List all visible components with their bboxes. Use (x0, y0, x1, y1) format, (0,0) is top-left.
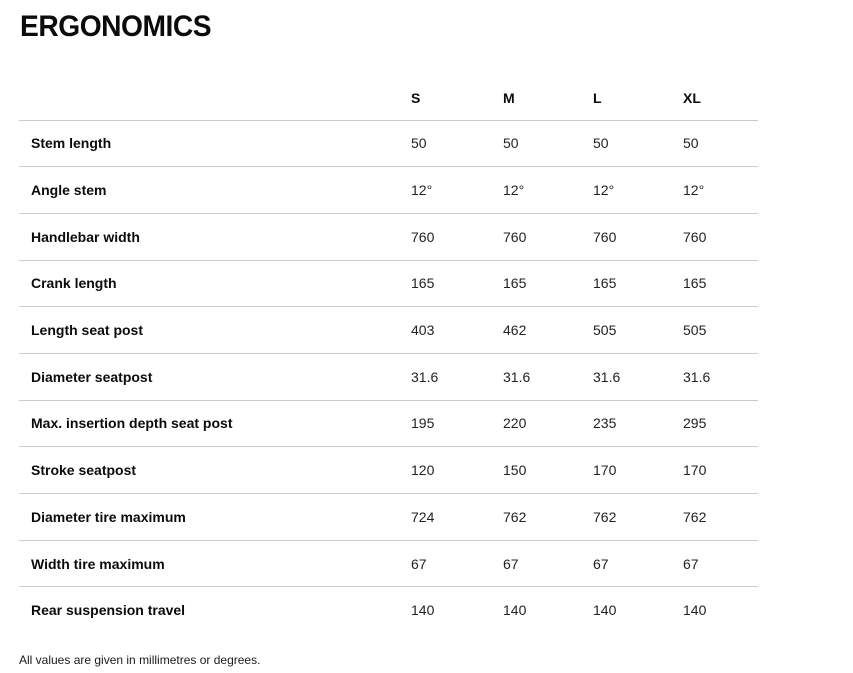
spec-value: 50 (503, 120, 593, 168)
spec-value: 462 (503, 306, 593, 354)
spec-value: 67 (411, 540, 503, 588)
spec-value: 31.6 (411, 353, 503, 401)
spec-value: 165 (411, 260, 503, 308)
spec-value: 762 (683, 493, 758, 541)
spec-label: Rear suspension travel (31, 602, 186, 619)
spec-value: 12° (593, 166, 683, 214)
table-row: Diameter tire maximum 724 762 762 762 (19, 493, 758, 541)
spec-label: Diameter tire maximum (19, 493, 411, 541)
spec-value: 67 (593, 540, 683, 588)
table-row: Crank length 165 165 165 165 (19, 260, 758, 308)
spec-value: 760 (683, 213, 758, 261)
spec-label: Angle stem (19, 166, 411, 214)
spec-label: Diameter seatpost (19, 353, 411, 401)
spec-value: 403 (411, 306, 503, 354)
spec-value: 50 (593, 120, 683, 168)
spec-value: 140 (411, 602, 435, 619)
size-column-header: M (503, 76, 593, 121)
spec-label: Max. insertion depth seat post (19, 400, 411, 448)
spec-value: 762 (503, 493, 593, 541)
spec-value: 170 (683, 446, 758, 494)
spec-value: 12° (503, 166, 593, 214)
spec-value: 50 (411, 120, 503, 168)
table-row: Rear suspension travel 140 140 140 140 (19, 587, 758, 634)
size-column-header: L (593, 76, 683, 121)
spec-value: 762 (593, 493, 683, 541)
spec-value: 120 (411, 446, 503, 494)
spec-value: 505 (593, 306, 683, 354)
size-header-row: S M L XL (19, 76, 758, 121)
spec-value: 31.6 (593, 353, 683, 401)
spec-value: 170 (593, 446, 683, 494)
table-row: Max. insertion depth seat post 195 220 235 2… (19, 400, 758, 448)
spec-label: Stroke seatpost (19, 446, 411, 494)
spec-label: Width tire maximum (19, 540, 411, 588)
spec-value: 67 (503, 540, 593, 588)
table-row: Diameter seatpost 31.6 31.6 31.6 31.6 (19, 353, 758, 401)
spec-value: 165 (503, 260, 593, 308)
spec-value: 760 (593, 213, 683, 261)
spec-value: 140 (593, 602, 617, 619)
spec-value: 724 (411, 493, 503, 541)
spec-value: 235 (593, 400, 683, 448)
size-column-header: XL (683, 76, 758, 121)
spec-label: Handlebar width (19, 213, 411, 261)
table-row: Angle stem 12° 12° 12° 12° (19, 166, 758, 214)
size-header-spacer (19, 76, 411, 121)
table-row: Length seat post 403 462 505 505 (19, 306, 758, 354)
spec-value: 12° (411, 166, 503, 214)
footnote: All values are given in millimetres or d… (19, 652, 261, 667)
table-row: Width tire maximum 67 67 67 67 (19, 540, 758, 588)
spec-value: 165 (683, 260, 758, 308)
spec-value: 165 (593, 260, 683, 308)
spec-label: Crank length (19, 260, 411, 308)
spec-value: 220 (503, 400, 593, 448)
spec-value: 760 (411, 213, 503, 261)
table-row: Stem length 50 50 50 50 (19, 120, 758, 168)
spec-value: 31.6 (503, 353, 593, 401)
spec-label: Stem length (19, 120, 411, 168)
table-row: Handlebar width 760 760 760 760 (19, 213, 758, 261)
spec-value: 12° (683, 166, 758, 214)
spec-value: 140 (683, 602, 707, 619)
page-title: ERGONOMICS (20, 10, 212, 43)
spec-value: 31.6 (683, 353, 758, 401)
spec-table: S M L XL Stem length 50 50 50 50 Angle stem 12° 12… (19, 76, 758, 634)
spec-value: 150 (503, 446, 593, 494)
spec-value: 760 (503, 213, 593, 261)
spec-value: 195 (411, 400, 503, 448)
table-row: Stroke seatpost 120 150 170 170 (19, 446, 758, 494)
spec-value: 67 (683, 540, 758, 588)
spec-value: 295 (683, 400, 758, 448)
spec-label: Length seat post (19, 306, 411, 354)
spec-table-body: Stem length 50 50 50 50 Angle stem 12° 12° 12° 12… (19, 120, 758, 634)
spec-value: 505 (683, 306, 758, 354)
size-column-header: S (411, 76, 503, 121)
spec-value: 50 (683, 120, 758, 168)
spec-value: 140 (503, 602, 527, 619)
